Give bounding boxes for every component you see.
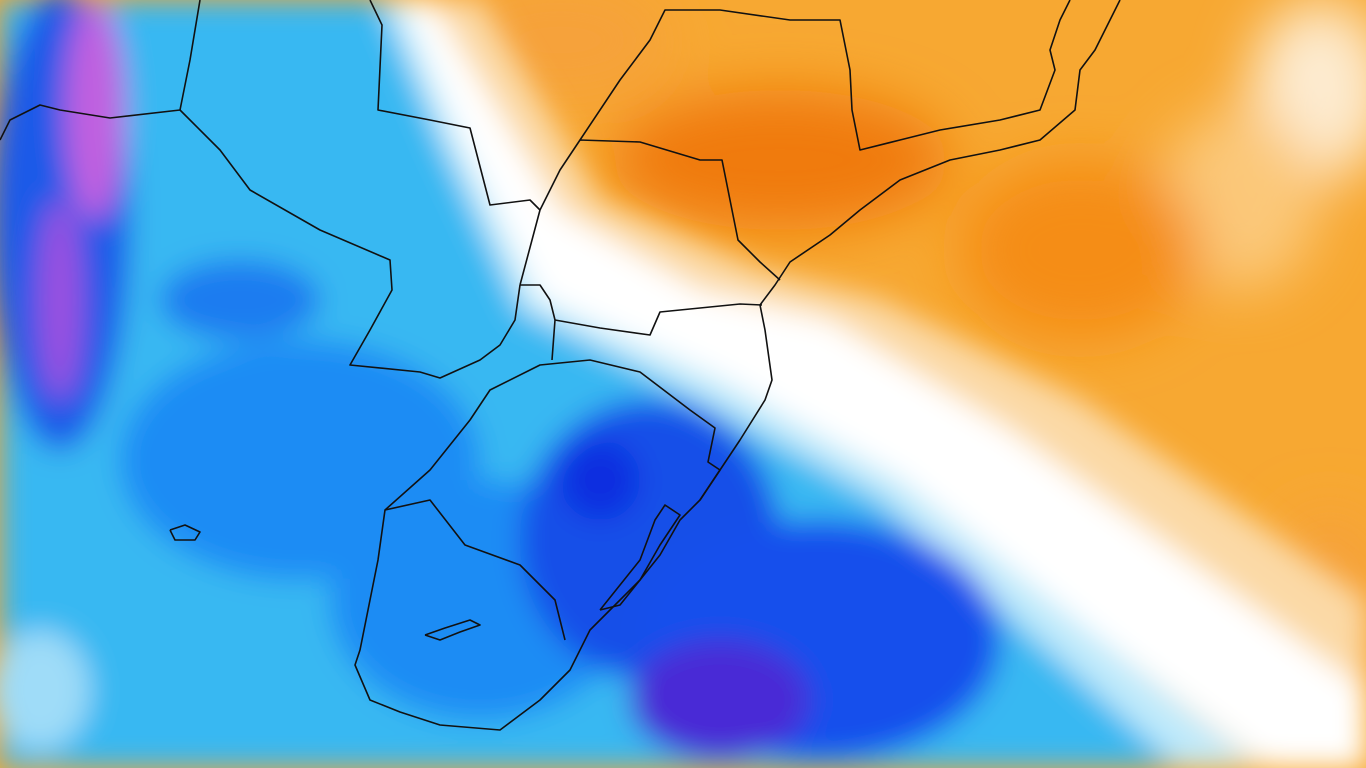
boundaries <box>0 0 1121 731</box>
